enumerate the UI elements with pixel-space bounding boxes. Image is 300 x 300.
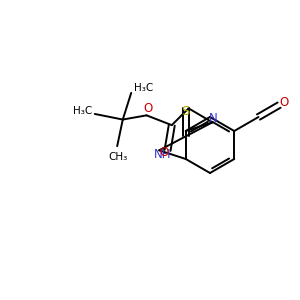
Text: S: S xyxy=(182,105,190,118)
Text: H₃C: H₃C xyxy=(73,106,92,116)
Text: O: O xyxy=(159,146,168,159)
Text: CH₃: CH₃ xyxy=(109,152,128,162)
Text: O: O xyxy=(280,96,289,109)
Text: N: N xyxy=(209,112,218,125)
Text: H₃C: H₃C xyxy=(134,83,153,93)
Text: NH: NH xyxy=(154,148,172,161)
Text: O: O xyxy=(143,102,152,115)
